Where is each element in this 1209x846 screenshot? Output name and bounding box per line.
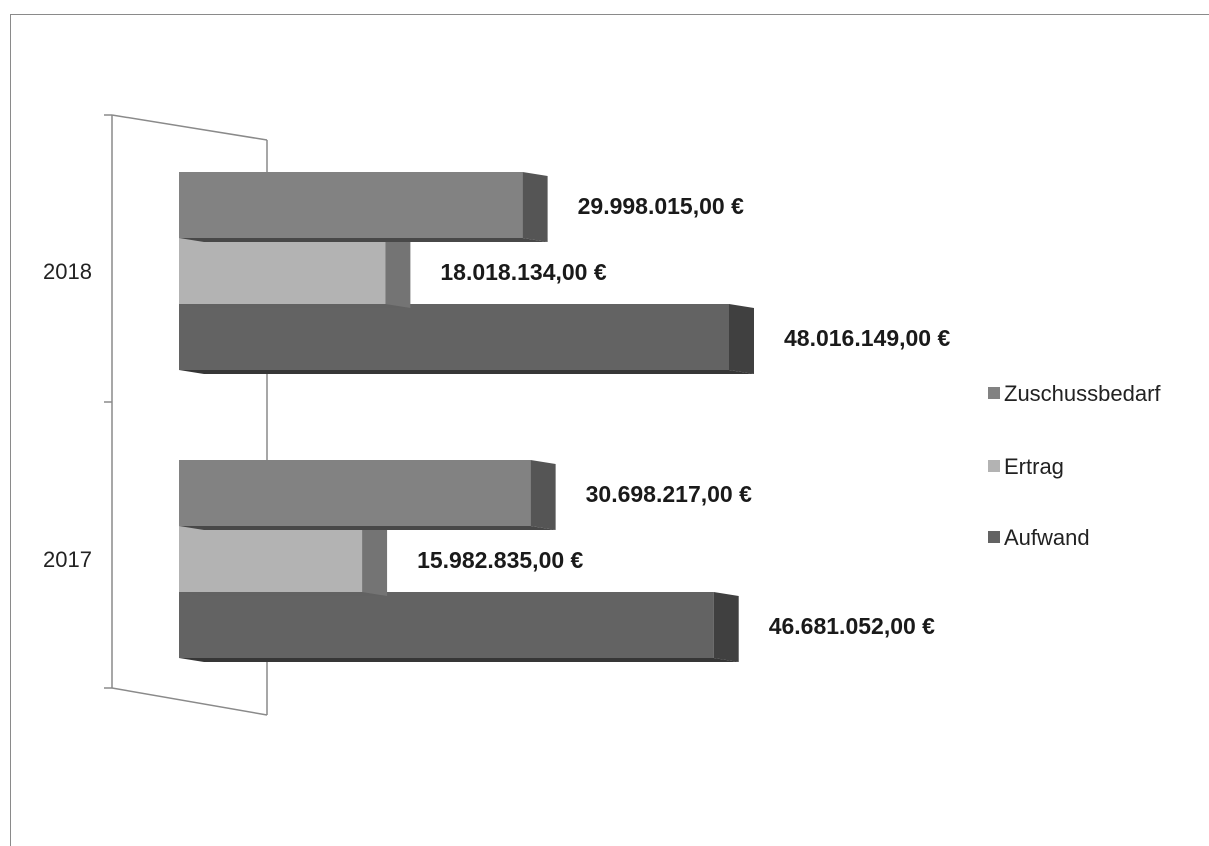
category-label-2018: 2018 — [43, 259, 92, 284]
bar-end-face — [362, 526, 388, 596]
bar-bottom-face — [179, 658, 739, 662]
bar-zuschussbedarf-2017 — [179, 460, 556, 530]
bar-bottom-face — [179, 526, 556, 530]
bar-bottom-face — [179, 304, 411, 308]
value-label-zuschussbedarf-2018: 29.998.015,00 € — [578, 193, 744, 219]
bar-bottom-face — [179, 592, 388, 596]
chart-frame — [10, 14, 1209, 846]
bar-end-face — [713, 592, 739, 662]
value-label-ertrag-2017: 15.982.835,00 € — [417, 547, 583, 573]
bar-ertrag-2017 — [179, 526, 388, 596]
axis-wall-bottom — [111, 687, 268, 716]
bar-bottom-face — [179, 238, 548, 242]
value-label-aufwand-2018: 48.016.149,00 € — [784, 325, 950, 351]
axis-wall-top — [111, 114, 268, 141]
value-labels: 48.016.149,00 € 18.018.134,00 € 29.998.015… — [417, 193, 950, 639]
bar-ertrag-2018 — [179, 238, 411, 308]
value-label-ertrag-2018: 18.018.134,00 € — [440, 259, 606, 285]
value-label-zuschussbedarf-2017: 30.698.217,00 € — [586, 481, 752, 507]
bar-front-face — [179, 304, 729, 370]
bar-front-face — [179, 526, 363, 592]
legend-label-zuschussbedarf: Zuschussbedarf — [1004, 381, 1161, 406]
bar-end-face — [729, 304, 754, 374]
legend-swatch-aufwand — [988, 531, 1000, 543]
category-labels: 2018 2017 — [43, 259, 92, 572]
bar-zuschussbedarf-2018 — [179, 172, 548, 242]
bar-end-face — [522, 172, 548, 242]
bar-aufwand-2018 — [179, 304, 754, 374]
bar-front-face — [179, 238, 386, 304]
bars — [179, 172, 754, 662]
legend-label-ertrag: Ertrag — [1004, 454, 1064, 479]
legend: Zuschussbedarf Ertrag Aufwand — [988, 381, 1161, 550]
value-label-aufwand-2017: 46.681.052,00 € — [769, 613, 935, 639]
bar-aufwand-2017 — [179, 592, 739, 662]
bar-front-face — [179, 460, 531, 526]
category-label-2017: 2017 — [43, 547, 92, 572]
bar-end-face — [385, 238, 411, 308]
bar-front-face — [179, 592, 714, 658]
legend-swatch-zuschussbedarf — [988, 387, 1000, 399]
bar-bottom-face — [179, 370, 754, 374]
bar-end-face — [530, 460, 556, 530]
legend-swatch-ertrag — [988, 460, 1000, 472]
legend-label-aufwand: Aufwand — [1004, 525, 1090, 550]
bar-front-face — [179, 172, 523, 238]
